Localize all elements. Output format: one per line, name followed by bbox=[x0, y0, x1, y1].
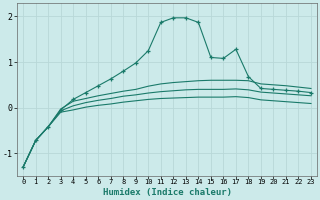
X-axis label: Humidex (Indice chaleur): Humidex (Indice chaleur) bbox=[103, 188, 232, 197]
